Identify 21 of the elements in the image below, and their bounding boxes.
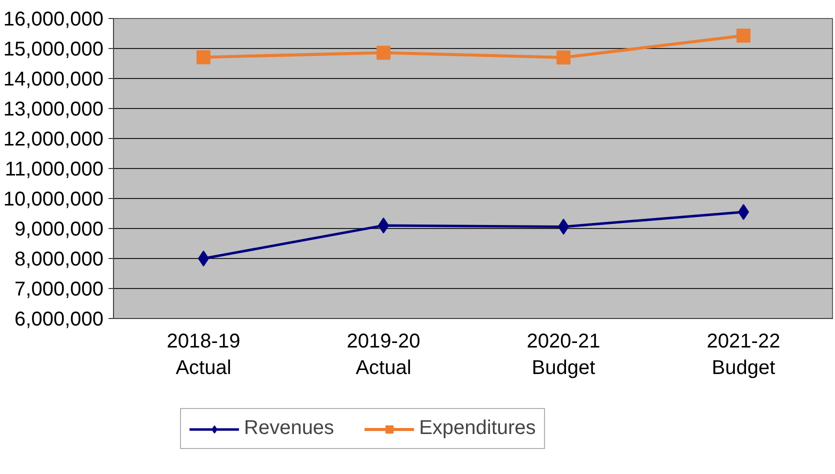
y-tick-label: 9,000,000 bbox=[14, 218, 104, 240]
legend-label: Revenues bbox=[244, 417, 334, 440]
point bbox=[736, 28, 750, 43]
x-tick-label: 2020-21 Budget bbox=[526, 330, 600, 379]
y-tick-label: 14,000,000 bbox=[3, 68, 104, 90]
point bbox=[196, 50, 210, 64]
x-tick-label: 2019-20 Actual bbox=[346, 330, 420, 379]
y-tick-label: 7,000,000 bbox=[14, 278, 104, 300]
y-tick-label: 6,000,000 bbox=[14, 308, 104, 330]
y-tick-label: 16,000,000 bbox=[3, 8, 104, 30]
x-tick-label: 2018-19 Actual bbox=[166, 330, 240, 379]
y-tick-label: 15,000,000 bbox=[3, 38, 104, 60]
y-tick-label: 11,000,000 bbox=[4, 158, 104, 180]
point bbox=[376, 46, 390, 60]
y-tick-label: 13,000,000 bbox=[3, 98, 104, 120]
y-tick-label: 10,000,000 bbox=[3, 188, 104, 210]
point bbox=[556, 50, 570, 64]
legend-label: Expenditures bbox=[419, 417, 536, 440]
y-tick-label: 8,000,000 bbox=[14, 248, 104, 270]
x-tick-label: 2021-22 Budget bbox=[706, 330, 780, 379]
y-tick-label: 12,000,000 bbox=[3, 128, 104, 150]
